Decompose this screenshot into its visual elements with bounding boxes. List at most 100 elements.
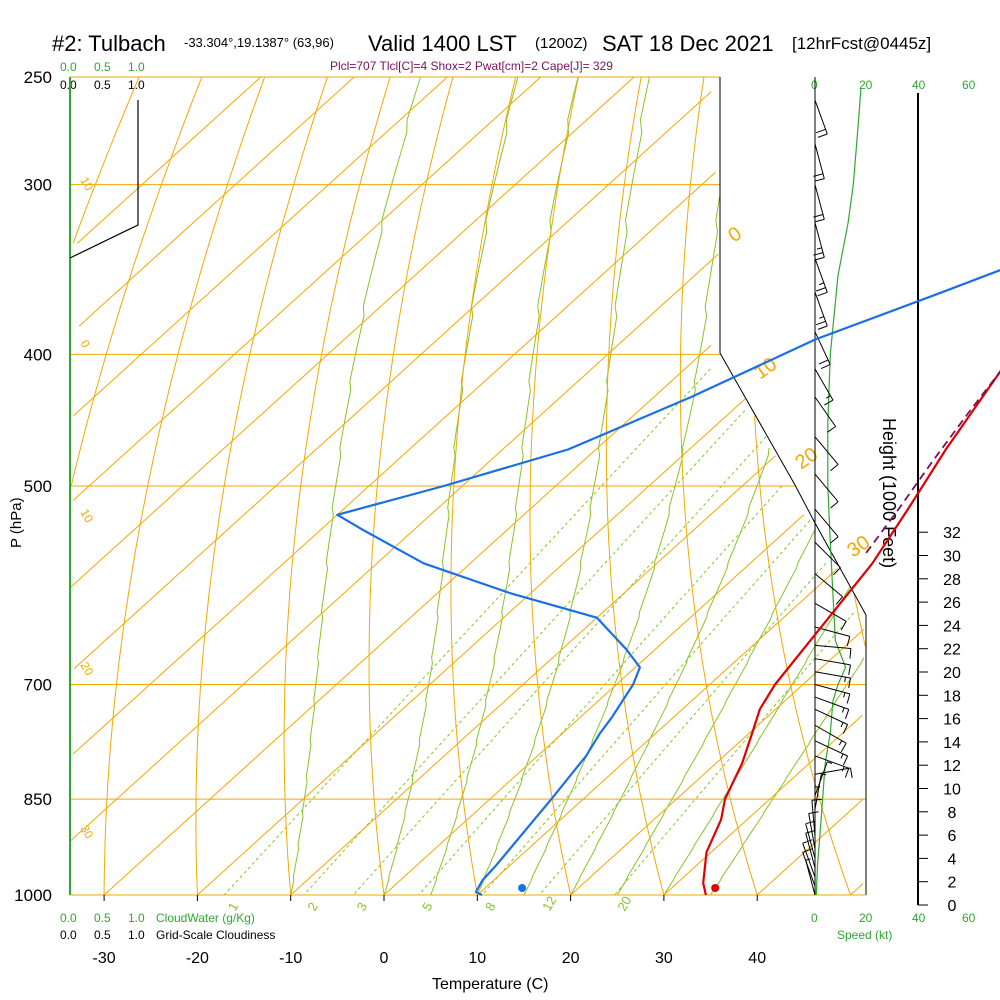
wind-barb [814, 671, 851, 688]
wind-barb-staff [814, 671, 851, 679]
valid-date: SAT 18 Dec 2021 [602, 31, 774, 56]
wind-barb-flag [848, 664, 851, 675]
wind-barb [814, 508, 839, 544]
wind-barb [814, 696, 850, 719]
wind-barb-staff [814, 436, 839, 465]
wind-barb [814, 368, 834, 406]
mixing-ratio-line [353, 436, 767, 896]
wind-barb-staff [814, 508, 839, 538]
isotherm-line [290, 455, 776, 896]
speed-tick-bottom: 0 [811, 911, 818, 925]
moist-adiabat-line [476, 76, 650, 896]
isotherm-line [756, 798, 864, 896]
cloudiness-tick-bottom: 0.5 [94, 928, 111, 942]
wind-barb-flag [816, 287, 826, 292]
temperature-line [702, 369, 1000, 896]
height-tick-label: 8 [948, 805, 957, 822]
mixing-ratio-lines: 1 2 3 5 8 12 20 [223, 368, 854, 914]
isotherm-line [77, 76, 262, 244]
wind-barb-flag [813, 214, 824, 218]
x-tick-label: -10 [279, 950, 302, 967]
wind-barb [814, 258, 828, 297]
dry-adiabat-label: 30 [77, 823, 96, 842]
dewpoint-line [336, 268, 1000, 896]
dry-adiabat-label: 20 [791, 443, 822, 474]
forecast-info: [12hrFcst@0445z] [792, 34, 931, 53]
cloudiness-trace [69, 100, 139, 259]
isotherm-line [383, 514, 805, 896]
dry-adiabat-line [853, 593, 866, 647]
wind-barb-staff [814, 573, 843, 598]
moist-adiabat-line [523, 196, 721, 896]
height-tick-label: 6 [948, 828, 957, 845]
cloud-panel-bottom-ticks: 0.0 0.5 1.0 CloudWater (g/Kg) 0.0 0.5 1.… [60, 911, 275, 942]
wind-barb-staff [814, 222, 825, 258]
cloudwater-tick-top: 0.0 [60, 60, 77, 74]
wind-barb-flag [849, 648, 852, 659]
station-title: #2: Tulbach [52, 31, 166, 56]
valid-time: Valid 1400 LST [368, 31, 517, 56]
height-tick-label: 0 [948, 898, 957, 915]
right-frame-line [719, 77, 867, 895]
height-tick-label: 10 [943, 782, 961, 799]
wind-barb-flag [846, 693, 851, 704]
cloudwater-tick-bottom: 1.0 [128, 911, 145, 925]
mixing-ratio-label: 12 [539, 893, 559, 913]
height-tick-label: 2 [948, 875, 957, 892]
dry-adiabat-label: 0 [77, 338, 93, 351]
wind-barb-flag [827, 426, 836, 433]
mixing-ratio-line [303, 410, 746, 896]
height-tick-label: 24 [943, 618, 961, 635]
mixing-ratio-line [223, 368, 711, 896]
cloudiness-label: Grid-Scale Cloudiness [156, 928, 275, 942]
speed-tick-top: 40 [912, 78, 926, 92]
wind-barb-half-flag [825, 395, 831, 399]
wind-barb-staff [814, 541, 841, 569]
wind-barb-half-flag [819, 316, 825, 319]
wind-barb [814, 473, 839, 509]
wind-barb [814, 724, 847, 753]
moist-adiabat-line [616, 528, 816, 896]
wind-barb-staff [814, 767, 851, 775]
wind-barb-half-flag [819, 282, 825, 286]
pressure-tick-label: 500 [24, 477, 52, 496]
wind-barb-staff [802, 843, 816, 878]
wind-barb-half-flag [840, 753, 844, 759]
wind-barb [802, 848, 816, 887]
wind-barb-flag [840, 742, 847, 753]
wind-barb-flag [816, 128, 826, 134]
wind-barb-flag [824, 399, 834, 406]
wind-barb-flag [817, 133, 828, 138]
isotherm-line [70, 253, 719, 842]
wind-barb-flag [818, 359, 829, 365]
wind-barb-flag [846, 636, 851, 647]
wind-barb-flag [817, 325, 828, 330]
wind-barb [814, 291, 828, 330]
dry-adiabat-line [368, 76, 454, 896]
dry-adiabat-label: 30 [843, 531, 874, 562]
dry-adiabat-line [605, 76, 665, 896]
pressure-tick-label: 850 [24, 790, 52, 809]
isotherm-line [70, 76, 635, 588]
surface-temperature-dot [711, 884, 720, 892]
wind-barb [814, 602, 847, 631]
wind-barb-staff [814, 696, 849, 710]
wind-barb-staff [814, 761, 828, 796]
dry-adiabat-line [195, 76, 328, 896]
wind-barb-staff [811, 800, 816, 837]
wind-barb [814, 767, 853, 778]
wind-panel [802, 88, 862, 896]
dry-adiabat-label: 0 [724, 223, 746, 247]
wind-barb-staff [814, 755, 849, 769]
wind-barb-flag [840, 621, 847, 631]
wind-barb-flag [830, 464, 839, 472]
x-tick-label: 40 [748, 950, 766, 967]
dry-adiabat-label: 20 [77, 660, 96, 679]
wind-barb-flag [813, 173, 824, 177]
zulu-time: (1200Z) [535, 35, 588, 52]
surface-dewpoint-dot [518, 884, 527, 892]
speed-tick-bottom: 60 [962, 911, 976, 925]
height-tick-label: 12 [943, 758, 961, 775]
wind-barb-flag [813, 252, 824, 256]
x-axis-title: Temperature (C) [432, 976, 548, 993]
